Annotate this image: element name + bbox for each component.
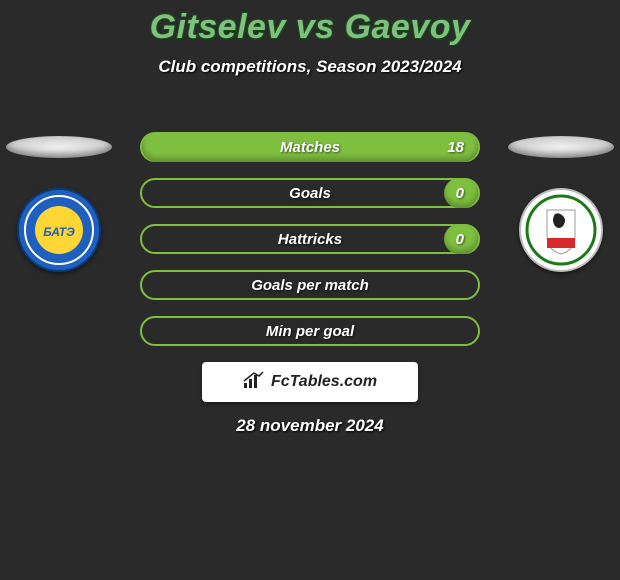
stat-row-goals-per-match: Goals per match bbox=[140, 270, 480, 300]
stat-right-value: 0 bbox=[456, 185, 464, 202]
stat-row-min-per-goal: Min per goal bbox=[140, 316, 480, 346]
brand-badge[interactable]: FcTables.com bbox=[202, 362, 418, 402]
player-left-column: БАТЭ bbox=[4, 136, 114, 272]
page-title: Gitselev vs Gaevoy bbox=[0, 8, 620, 47]
player-right-column bbox=[506, 136, 616, 272]
player-right-photo-placeholder bbox=[508, 136, 614, 158]
stat-row-matches: Matches 18 bbox=[140, 132, 480, 162]
footer-date: 28 november 2024 bbox=[0, 416, 620, 436]
page-subtitle: Club competitions, Season 2023/2024 bbox=[0, 57, 620, 77]
stat-label: Goals bbox=[289, 185, 331, 202]
smorgon-badge-icon bbox=[519, 188, 603, 272]
stat-row-goals: Goals 0 bbox=[140, 178, 480, 208]
stat-label: Hattricks bbox=[278, 231, 342, 248]
svg-text:БАТЭ: БАТЭ bbox=[43, 225, 75, 239]
stat-right-value: 18 bbox=[447, 139, 464, 156]
stat-row-hattricks: Hattricks 0 bbox=[140, 224, 480, 254]
stat-label: Matches bbox=[280, 139, 340, 156]
comparison-card: Gitselev vs Gaevoy Club competitions, Se… bbox=[0, 8, 620, 77]
stat-right-value: 0 bbox=[456, 231, 464, 248]
chart-icon bbox=[243, 371, 265, 394]
stat-label: Min per goal bbox=[266, 323, 354, 340]
stats-list: Matches 18 Goals 0 Hattricks 0 Goals per… bbox=[140, 132, 480, 362]
brand-text: FcTables.com bbox=[271, 373, 377, 391]
player-left-photo-placeholder bbox=[6, 136, 112, 158]
bate-borisov-badge-icon: БАТЭ bbox=[17, 188, 101, 272]
stat-label: Goals per match bbox=[251, 277, 369, 294]
